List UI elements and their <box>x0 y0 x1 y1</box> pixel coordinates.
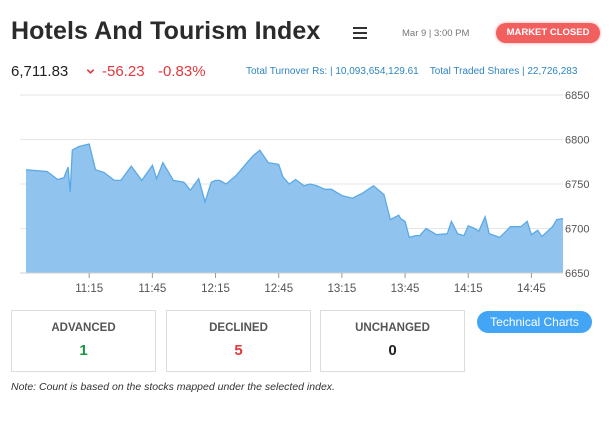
area-fill <box>26 144 563 273</box>
advanced-label: ADVANCED <box>51 322 116 334</box>
index-change: -56.23 <box>102 63 145 80</box>
shares-value: 22,726,283 <box>527 66 578 77</box>
advanced-stat-box: ADVANCED 1 <box>11 310 156 372</box>
x-tick-label: 11:15 <box>75 283 103 295</box>
unchanged-stat-box: UNCHANGED 0 <box>320 310 465 372</box>
unchanged-count: 0 <box>388 342 397 359</box>
y-tick-label: 6850 <box>565 90 589 102</box>
declined-label: DECLINED <box>209 322 268 334</box>
y-tick-label: 6650 <box>565 268 589 280</box>
chevron-down-icon <box>86 69 95 74</box>
menu-icon[interactable] <box>353 26 367 40</box>
market-datetime: Mar 9 | 3:00 PM <box>402 28 470 39</box>
market-status-badge: MARKET CLOSED <box>496 23 600 43</box>
series-line <box>25 143 564 239</box>
spacer <box>422 66 428 77</box>
turnover-info: Total Turnover Rs: | 10,093,654,129.61 T… <box>246 66 577 77</box>
declined-stat-box: DECLINED 5 <box>166 310 311 372</box>
y-tick-label: 6700 <box>565 224 589 236</box>
index-price: 6,711.83 <box>11 63 69 80</box>
technical-charts-button[interactable]: Technical Charts <box>477 311 592 333</box>
turnover-value: 10,093,654,129.61 <box>335 66 419 77</box>
shares-label: Total Traded Shares <box>429 66 520 77</box>
x-tick-label: 12:45 <box>264 283 293 295</box>
footnote: Note: Count is based on the stocks mappe… <box>11 381 335 393</box>
x-tick-label: 13:45 <box>391 283 420 295</box>
page-title: Hotels And Tourism Index <box>11 17 321 45</box>
declined-count: 5 <box>234 342 243 359</box>
separator: | <box>521 66 528 77</box>
x-tick-label: 12:15 <box>201 283 230 295</box>
index-area-chart[interactable]: 6650 6700 6750 6800 6850 11:15 11:45 12:15 12:45… <box>0 85 613 305</box>
x-tick-label: 13:15 <box>327 283 356 295</box>
x-tick-label: 14:15 <box>454 283 483 295</box>
unchanged-label: UNCHANGED <box>355 322 430 334</box>
y-tick-label: 6750 <box>565 179 589 191</box>
x-tick-label: 14:45 <box>517 283 546 295</box>
index-change-percent: -0.83% <box>158 63 206 80</box>
y-tick-label: 6800 <box>565 135 589 147</box>
x-tick-label: 11:45 <box>138 283 166 295</box>
advanced-count: 1 <box>79 342 88 359</box>
turnover-label: Total Turnover Rs: <box>246 66 328 77</box>
separator: | <box>329 66 336 77</box>
